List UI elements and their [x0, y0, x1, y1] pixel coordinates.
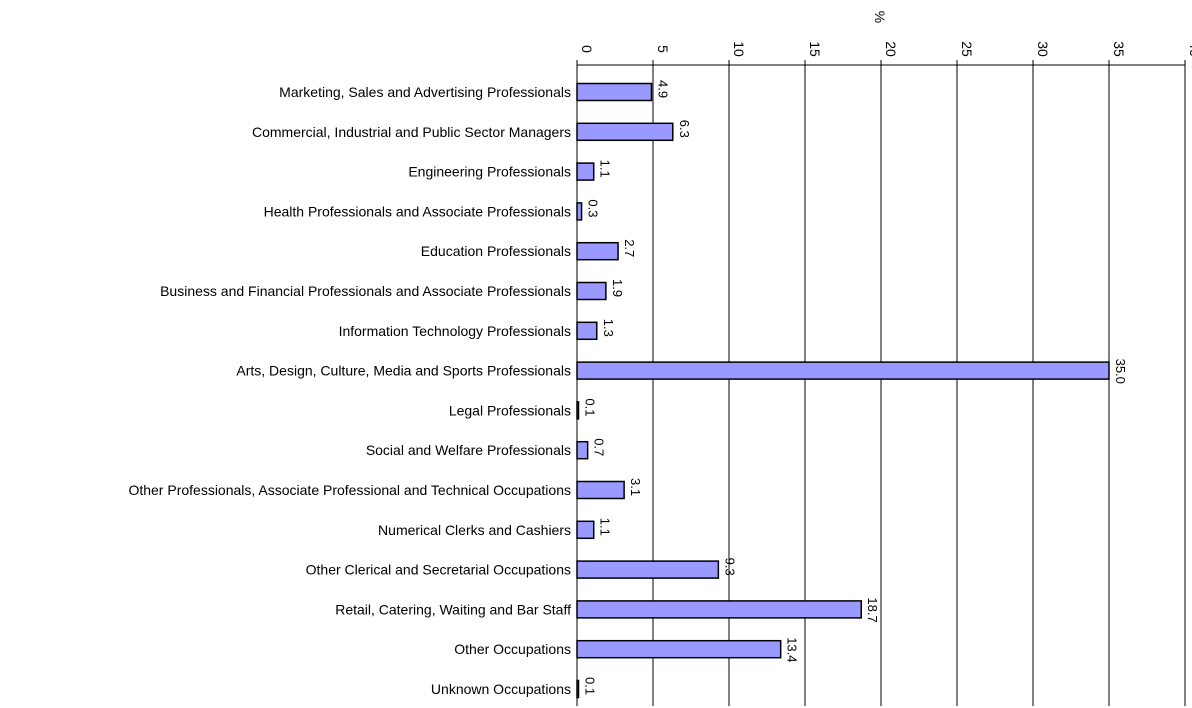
bar — [576, 639, 782, 659]
data-labels: 4.9 6.3 1.1 0.3 2.7 1.9 1.3 35.0 0.1 0.7 3.1 1.1 9.3… — [583, 80, 1128, 695]
tick-label: 10 — [731, 41, 747, 57]
category-label: Commercial, Industrial and Public Sector… — [252, 124, 571, 140]
gridlines — [652, 65, 1186, 706]
data-label: 0.1 — [583, 398, 598, 416]
bar — [576, 560, 720, 579]
x-axis-ticks: 0 5 10 15 20 25 30 35 40 — [576, 41, 1192, 65]
bar — [576, 241, 619, 261]
category-label: Numerical Clerks and Cashiers — [378, 522, 571, 538]
category-labels: Marketing, Sales and Advertising Profess… — [128, 84, 571, 697]
x-axis-unit-label: % — [872, 11, 888, 23]
data-label: 13.4 — [785, 637, 800, 662]
tick-label: 15 — [807, 41, 823, 57]
tick-label: 35 — [1111, 41, 1127, 57]
data-label: 6.3 — [677, 120, 692, 138]
bar — [576, 440, 589, 460]
data-label: 1.1 — [598, 518, 613, 536]
bar — [576, 162, 595, 181]
bar — [576, 600, 862, 619]
data-label: 3.1 — [628, 478, 643, 496]
category-label: Engineering Professionals — [408, 164, 571, 180]
category-label: Other Occupations — [454, 641, 571, 657]
data-label: 1.1 — [598, 160, 613, 178]
category-label: Arts, Design, Culture, Media and Sports … — [236, 363, 571, 379]
category-label: Information Technology Professionals — [339, 323, 571, 339]
category-label: Health Professionals and Associate Profe… — [264, 203, 571, 219]
tick-label: 30 — [1035, 41, 1051, 57]
data-label: 1.9 — [610, 279, 625, 297]
category-label: Other Clerical and Secretarial Occupatio… — [306, 562, 571, 578]
data-label: 0.3 — [586, 199, 601, 217]
category-label: Legal Professionals — [449, 402, 571, 418]
data-label: 1.3 — [601, 319, 616, 337]
category-label: Social and Welfare Professionals — [366, 442, 571, 458]
tick-label: 0 — [579, 45, 595, 53]
bar — [576, 122, 674, 142]
category-label: Retail, Catering, Waiting and Bar Staff — [335, 601, 571, 617]
tick-label: 20 — [883, 41, 899, 57]
category-label: Education Professionals — [421, 243, 571, 259]
data-label: 0.1 — [583, 677, 598, 695]
category-label: Unknown Occupations — [431, 681, 571, 697]
bar — [576, 321, 598, 341]
bar — [576, 82, 653, 102]
bar — [576, 281, 607, 301]
bar — [576, 361, 1110, 380]
data-label: 4.9 — [655, 80, 670, 98]
data-label: 9.3 — [722, 558, 737, 576]
data-label: 0.7 — [592, 438, 607, 456]
bar — [576, 202, 583, 221]
bars — [576, 82, 1110, 699]
data-label: 18.7 — [865, 597, 880, 622]
data-label: 35.0 — [1113, 359, 1128, 384]
data-label: 2.7 — [622, 239, 637, 257]
category-label: Marketing, Sales and Advertising Profess… — [279, 84, 571, 100]
bar — [576, 480, 625, 500]
bar — [576, 520, 595, 540]
category-label: Business and Financial Professionals and… — [160, 283, 571, 299]
category-label: Other Professionals, Associate Professio… — [128, 482, 571, 498]
tick-label: 5 — [655, 45, 671, 53]
tick-label: 25 — [959, 41, 975, 57]
tick-label: 40 — [1187, 41, 1192, 57]
